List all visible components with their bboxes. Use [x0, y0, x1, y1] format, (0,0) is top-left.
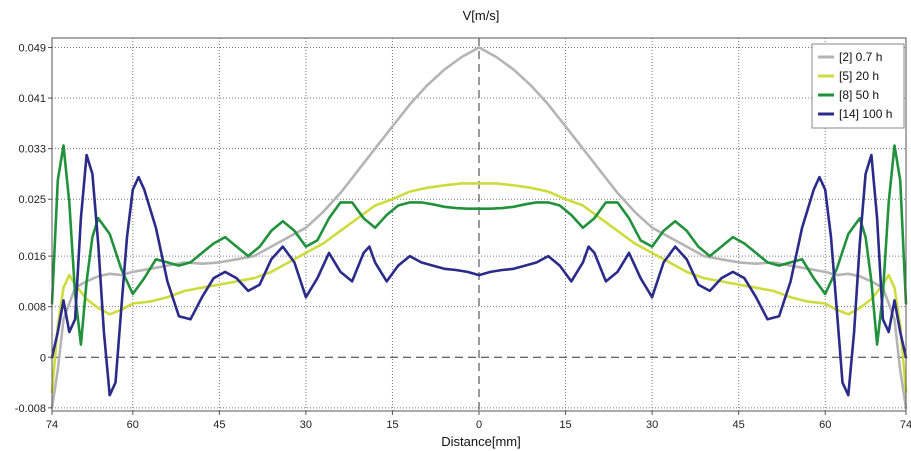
y-tick-label: 0.025 — [18, 194, 46, 206]
y-tick-label: -0.008 — [15, 403, 46, 415]
tick-layer: -0.008 0 0.008 0.016 0.025 0.033 0.041 0.049 74 6… — [15, 42, 911, 431]
y-tick-label: 0.008 — [18, 302, 46, 314]
series-layer — [50, 46, 908, 410]
y-tick-label: 0 — [40, 352, 46, 364]
x-tick-label: 60 — [819, 419, 831, 431]
y-tick-label: 0.016 — [18, 251, 46, 263]
x-tick-label: 0 — [476, 419, 482, 431]
x-tick-label: 45 — [733, 419, 745, 431]
x-axis-label: Distance[mm] — [441, 434, 520, 449]
legend-label-0: [2] 0.7 h — [839, 50, 882, 64]
legend-label-3: [14] 100 h — [839, 107, 892, 121]
y-tick-label: 0.041 — [18, 93, 46, 105]
x-tick-label: 15 — [386, 419, 398, 431]
y-tick-label: 0.033 — [18, 144, 46, 156]
series-line-3 — [50, 153, 908, 397]
x-tick-label: 30 — [646, 419, 658, 431]
legend-label-1: [5] 20 h — [839, 69, 879, 83]
chart-title: V[m/s] — [463, 8, 500, 23]
x-tick-label: 60 — [127, 419, 139, 431]
x-tick-label: 30 — [300, 419, 312, 431]
x-tick-label: 45 — [213, 419, 225, 431]
series-line-0 — [50, 46, 908, 410]
series-line-1 — [50, 182, 908, 394]
x-tick-label: 74 — [46, 419, 58, 431]
x-tick-label: 74 — [900, 419, 911, 431]
x-tick-label: 15 — [559, 419, 571, 431]
y-tick-label: 0.049 — [18, 42, 46, 54]
legend: [2] 0.7 h [5] 20 h [8] 50 h [14] 100 h — [811, 43, 905, 129]
legend-label-2: [8] 50 h — [839, 88, 879, 102]
grid-layer — [51, 38, 907, 411]
